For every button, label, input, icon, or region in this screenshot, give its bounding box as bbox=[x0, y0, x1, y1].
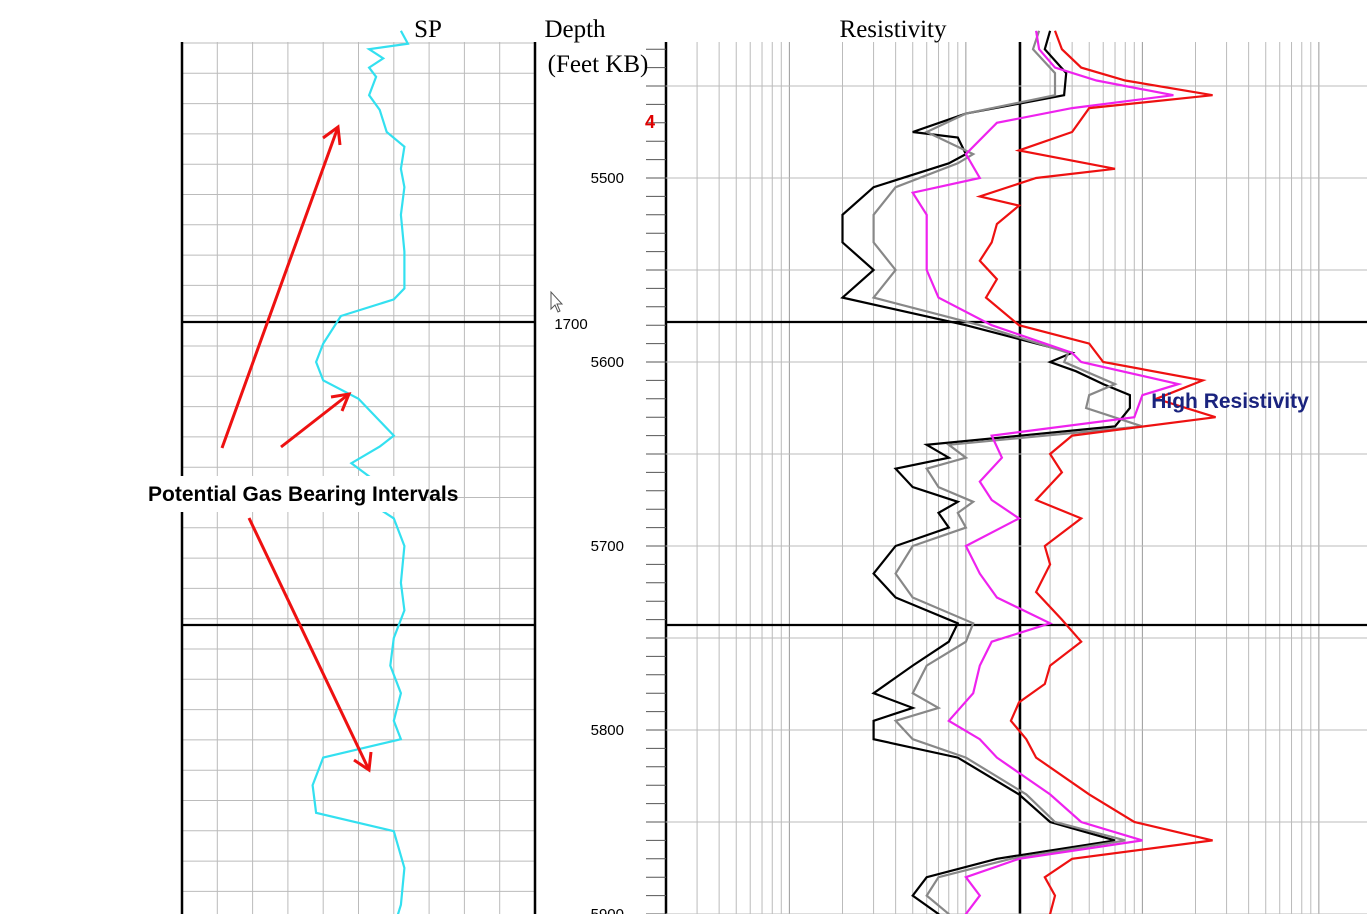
arrowhead-middle bbox=[330, 392, 352, 412]
resistivity-curves bbox=[840, 30, 1216, 914]
depth-tick-label: 5600 bbox=[591, 354, 624, 371]
depth-tick-label: 5700 bbox=[591, 538, 624, 555]
annotation-bg bbox=[144, 476, 420, 512]
arrow-upper bbox=[220, 126, 340, 449]
annotation-arrows bbox=[220, 124, 373, 773]
run-number-label: 4 bbox=[645, 112, 655, 132]
depth-tick-label: 5900 bbox=[591, 906, 624, 914]
depth-ticks bbox=[646, 48, 666, 914]
section-depth-label: 1700 bbox=[554, 316, 587, 333]
resistivity-curve-1 bbox=[840, 30, 1131, 914]
resistivity-curve-2 bbox=[871, 30, 1143, 914]
sp-curve bbox=[311, 30, 410, 914]
arrow-lower bbox=[247, 517, 371, 771]
high-resistivity-annotation: High Resistivity bbox=[1151, 390, 1309, 413]
resistivity-curve-4 bbox=[975, 30, 1216, 914]
resistivity-header: Resistivity bbox=[840, 16, 947, 43]
depth-unit-header: (Feet KB) bbox=[548, 51, 649, 78]
depth-tick-label: 5500 bbox=[591, 170, 624, 187]
resistivity-curve-3 bbox=[910, 30, 1183, 914]
cursor-icon bbox=[550, 290, 564, 313]
sp-header: SP bbox=[414, 16, 442, 43]
arrowhead-upper bbox=[322, 124, 342, 146]
gas-intervals-annotation: Potential Gas Bearing Intervals bbox=[148, 483, 458, 506]
grid-lines bbox=[180, 42, 1367, 914]
arrowhead-lower bbox=[353, 751, 373, 773]
depth-header: Depth bbox=[544, 16, 606, 43]
depth-labels: 5500 5600 5700 5800 5900 bbox=[591, 170, 624, 914]
arrow-middle bbox=[280, 392, 350, 449]
depth-tick-label: 5800 bbox=[591, 722, 624, 739]
